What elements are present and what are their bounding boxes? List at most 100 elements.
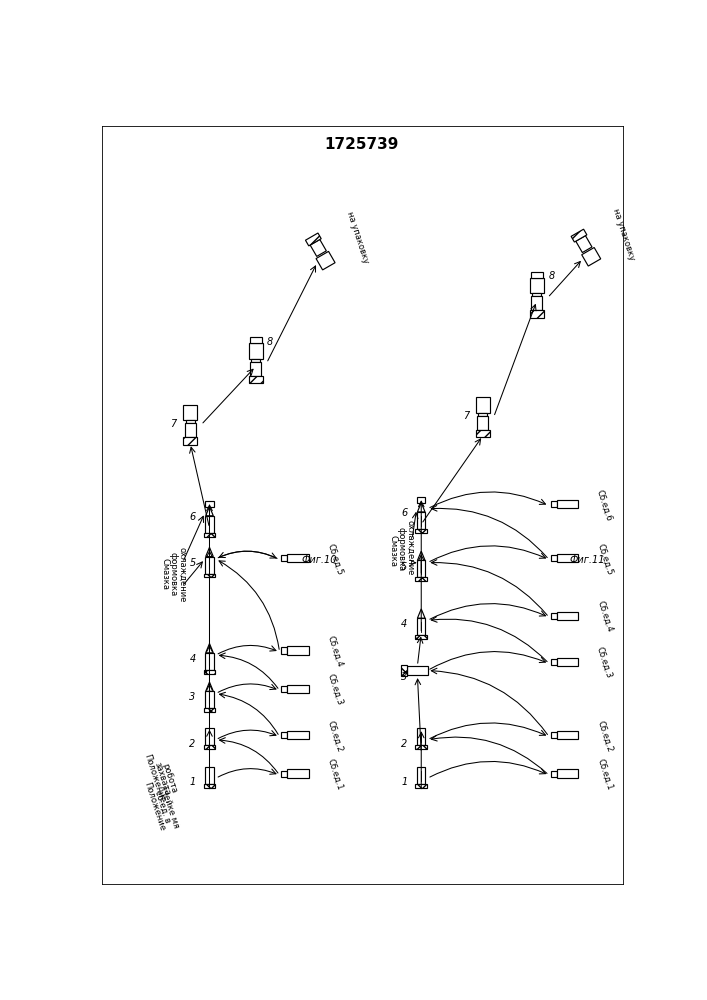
Text: Смазка: Смазка xyxy=(160,558,170,590)
Bar xyxy=(205,501,214,507)
Bar xyxy=(281,686,287,692)
Bar xyxy=(532,296,542,310)
Bar xyxy=(417,512,426,529)
Text: 5: 5 xyxy=(189,558,196,568)
Bar xyxy=(476,430,490,437)
Polygon shape xyxy=(417,551,425,560)
Bar xyxy=(532,293,542,296)
Text: Смазка: Смазка xyxy=(388,535,397,567)
Text: 3: 3 xyxy=(401,672,407,682)
Bar xyxy=(417,767,426,784)
Text: Сб.ед.3: Сб.ед.3 xyxy=(595,646,614,680)
Polygon shape xyxy=(310,240,327,256)
Bar xyxy=(407,666,428,675)
Text: 8: 8 xyxy=(267,337,273,347)
Bar xyxy=(204,574,215,577)
Bar xyxy=(204,708,215,712)
Text: Фиг.11: Фиг.11 xyxy=(569,555,604,565)
Bar xyxy=(416,745,427,749)
Text: на упаковку: на упаковку xyxy=(611,207,636,261)
Bar xyxy=(417,618,426,635)
Text: робота: робота xyxy=(160,762,179,794)
Bar xyxy=(204,670,215,674)
Bar xyxy=(205,516,214,533)
Bar xyxy=(287,769,309,778)
Bar xyxy=(250,362,261,376)
Bar xyxy=(416,577,427,581)
Text: Сб.ед.5: Сб.ед.5 xyxy=(326,542,344,576)
Bar xyxy=(530,278,544,293)
Bar xyxy=(477,416,489,430)
Bar xyxy=(551,659,557,665)
Text: 1: 1 xyxy=(189,777,196,787)
Bar xyxy=(205,767,214,784)
Text: 1: 1 xyxy=(401,777,407,787)
Bar xyxy=(183,405,197,420)
Bar xyxy=(185,423,196,437)
Text: 5: 5 xyxy=(401,562,407,572)
Bar xyxy=(530,272,543,278)
Polygon shape xyxy=(316,251,335,270)
Bar xyxy=(557,658,578,666)
Bar xyxy=(551,613,557,619)
Polygon shape xyxy=(417,503,425,512)
Text: формовка: формовка xyxy=(397,527,406,571)
Text: 6: 6 xyxy=(401,508,407,518)
Bar xyxy=(204,784,215,788)
Bar xyxy=(281,647,287,654)
Bar xyxy=(281,771,287,777)
Text: Сб.ед.6: Сб.ед.6 xyxy=(595,488,614,522)
Bar xyxy=(557,731,578,739)
Bar xyxy=(281,555,287,561)
Text: 4: 4 xyxy=(401,619,407,629)
Polygon shape xyxy=(206,547,214,557)
Text: 7: 7 xyxy=(463,411,469,421)
Text: ячейке мя: ячейке мя xyxy=(158,784,181,830)
Bar xyxy=(416,784,427,788)
Bar xyxy=(417,728,426,745)
Text: Сб.ед.4: Сб.ед.4 xyxy=(326,634,344,668)
Text: Положение: Положение xyxy=(142,753,166,804)
Bar xyxy=(287,731,309,739)
Polygon shape xyxy=(575,236,592,253)
Bar xyxy=(557,500,578,508)
Text: Сб.ед.3: Сб.ед.3 xyxy=(326,673,344,707)
Bar xyxy=(205,653,214,670)
Bar xyxy=(287,646,309,655)
Polygon shape xyxy=(206,507,214,516)
Bar xyxy=(557,769,578,778)
Bar xyxy=(249,343,262,359)
Text: Сб.ед.4: Сб.ед.4 xyxy=(595,600,614,634)
Bar xyxy=(557,554,578,562)
Bar xyxy=(205,557,214,574)
Bar xyxy=(557,612,578,620)
Bar xyxy=(476,397,490,413)
Bar xyxy=(281,732,287,738)
Polygon shape xyxy=(305,233,321,246)
Text: 7: 7 xyxy=(170,419,177,429)
Text: Сб.ед.2: Сб.ед.2 xyxy=(595,719,614,753)
Bar xyxy=(250,337,262,343)
Bar xyxy=(551,555,557,561)
Text: 4: 4 xyxy=(189,654,196,664)
Bar xyxy=(402,665,407,676)
Bar xyxy=(183,437,197,445)
Text: 1725739: 1725739 xyxy=(325,137,399,152)
Bar xyxy=(416,529,427,533)
Text: 6: 6 xyxy=(189,512,196,522)
Text: Сб.ед.2: Сб.ед.2 xyxy=(326,719,344,753)
Bar xyxy=(416,635,427,639)
Text: Сб.ед.1: Сб.ед.1 xyxy=(326,758,344,791)
Bar xyxy=(287,685,309,693)
Polygon shape xyxy=(206,644,214,653)
Bar xyxy=(530,310,544,318)
Bar xyxy=(551,732,557,738)
Bar xyxy=(551,771,557,777)
Text: 8: 8 xyxy=(549,271,555,281)
Text: 3: 3 xyxy=(189,692,196,702)
Text: Положение: Положение xyxy=(142,781,166,832)
Bar xyxy=(251,359,260,362)
Text: Сб.ед.1: Сб.ед.1 xyxy=(595,758,614,791)
Bar xyxy=(204,745,215,749)
Bar xyxy=(205,691,214,708)
